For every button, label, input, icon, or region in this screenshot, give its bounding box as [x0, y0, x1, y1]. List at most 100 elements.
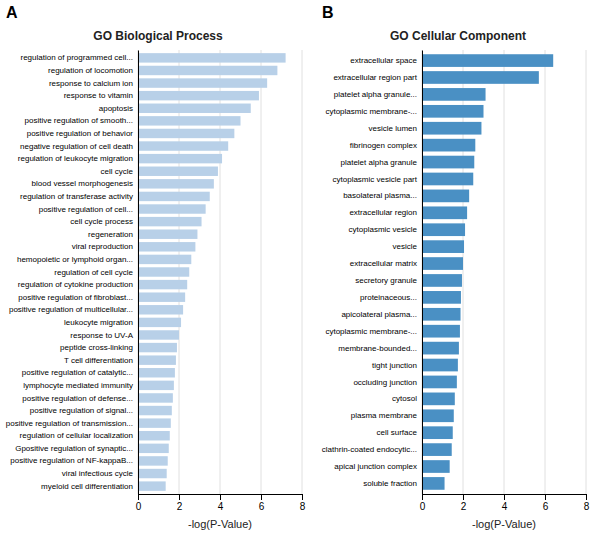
tick-label: clathrin-coated endocytic... — [322, 445, 417, 454]
tick: 2 — [177, 494, 183, 512]
tick-label: 2 — [177, 501, 183, 512]
tick: vesicle lumen — [369, 124, 422, 133]
bar — [138, 406, 172, 415]
tick: regulation of transferase activity — [20, 192, 138, 201]
tick: 6 — [259, 494, 265, 512]
tick-label: vesicle — [393, 242, 418, 251]
axis-line — [423, 495, 587, 501]
bars — [138, 53, 286, 491]
tick-label: positive regulation of fibroblast... — [18, 293, 133, 302]
y-axis: extracellular spaceextracellular region … — [322, 51, 423, 495]
tick: cytoplasmic vesicle — [349, 225, 422, 234]
tick-label: lymphocyte mediated immunity — [23, 381, 133, 390]
tick-label: fibrinogen complex — [350, 141, 417, 150]
tick-label: apoptosis — [99, 104, 133, 113]
tick-label: response to UV-A — [70, 331, 133, 340]
tick-mark — [138, 494, 139, 500]
tick: response to calcium ion — [49, 79, 138, 88]
bar — [138, 481, 166, 490]
tick-label: positive regulation of catalytic... — [22, 368, 133, 377]
bar — [138, 431, 170, 440]
bar — [138, 305, 183, 314]
tick: hemopoietic or lymphoid organ... — [17, 255, 138, 264]
tick-mark — [586, 494, 587, 500]
tick-label: regulation of cell cycle — [54, 268, 133, 277]
bar — [422, 325, 460, 338]
tick-label: T cell differentiation — [64, 356, 133, 365]
tick-label: proteinaceous... — [360, 293, 417, 302]
bar — [138, 255, 191, 264]
tick-label: extracellular matrix — [350, 259, 417, 268]
tick-mark — [220, 494, 221, 500]
tick-mark — [179, 494, 180, 500]
tick: 0 — [420, 494, 426, 512]
axis-line — [139, 495, 303, 501]
bar — [138, 204, 206, 213]
tick-label: viral reproduction — [72, 242, 133, 251]
bar — [138, 456, 168, 465]
tick-label: occluding junction — [353, 378, 417, 387]
title: GO Cellular Component — [390, 29, 526, 43]
tick-label: positive regulation of signal... — [30, 406, 133, 415]
title: GO Biological Process — [93, 29, 223, 43]
bar — [422, 409, 454, 422]
tick-label: cell cycle — [101, 167, 134, 176]
bar — [422, 105, 484, 118]
tick: 8 — [300, 494, 306, 512]
tick-label: leukocyte migration — [64, 318, 133, 327]
tick-label: regulation of transferase activity — [20, 192, 133, 201]
tick: cytoplasmic membrane-... — [325, 107, 422, 116]
bar — [422, 190, 469, 203]
tick: regeneration — [88, 230, 138, 239]
tick-label: positive regulation of multicellular... — [9, 305, 133, 314]
tick-label: viral infectious cycle — [62, 469, 134, 478]
chart: 0 2 4 6 8 regulation of programmed cell... reg… — [0, 0, 600, 536]
bar — [138, 343, 177, 352]
tick-label: regulation of programmed cell... — [21, 53, 134, 62]
tick: peptide cross-linking — [60, 343, 138, 352]
tick: T cell differentiation — [64, 356, 138, 365]
tick-label: extracellular space — [350, 56, 417, 65]
bar — [138, 179, 214, 188]
tick: cytoplasmic membrane-... — [325, 327, 422, 336]
bar — [422, 206, 467, 219]
tick-label: 2 — [461, 501, 467, 512]
tick: positive regulation of behavior — [27, 129, 138, 138]
grid-line — [422, 50, 423, 494]
x-axis: 02468 — [136, 494, 306, 512]
tick-label: response to calcium ion — [49, 79, 133, 88]
grid-line — [302, 50, 303, 494]
tick-label: response to vitamin — [64, 91, 133, 100]
tick-label: tight junction — [372, 361, 417, 370]
grid — [138, 50, 302, 494]
bar — [422, 359, 458, 372]
tick-mark — [261, 494, 262, 500]
tick: membrane-bounded... — [338, 344, 422, 353]
tick-label: 4 — [218, 501, 224, 512]
bar — [138, 129, 234, 138]
bar — [422, 443, 452, 456]
tick: positive regulation of fibroblast... — [18, 293, 138, 302]
bar — [422, 122, 481, 135]
tick: positive regulation of cell... — [39, 205, 138, 214]
tick-label: hemopoietic or lymphoid organ... — [17, 255, 133, 264]
tick: regulation of cell cycle — [54, 268, 138, 277]
tick: cell surface — [377, 428, 422, 437]
tick: regulation of leukocyte migration — [18, 154, 138, 163]
bar — [138, 368, 175, 377]
tick: fibrinogen complex — [350, 141, 422, 150]
bar — [422, 71, 539, 84]
bar — [422, 240, 464, 253]
bar — [138, 78, 267, 87]
x-axis: 02468 — [420, 494, 590, 512]
bar — [422, 426, 453, 439]
panel: 02468extracellular spaceextracellular re… — [322, 4, 590, 530]
bar — [422, 139, 475, 152]
bar — [138, 330, 179, 339]
tick-label: 8 — [584, 501, 590, 512]
tick: vesicle — [393, 242, 422, 251]
bar — [138, 444, 169, 453]
tick-label: basolateral plasma... — [343, 191, 417, 200]
tick-label: platelet alpha granule... — [334, 90, 417, 99]
tick-mark — [504, 494, 505, 500]
